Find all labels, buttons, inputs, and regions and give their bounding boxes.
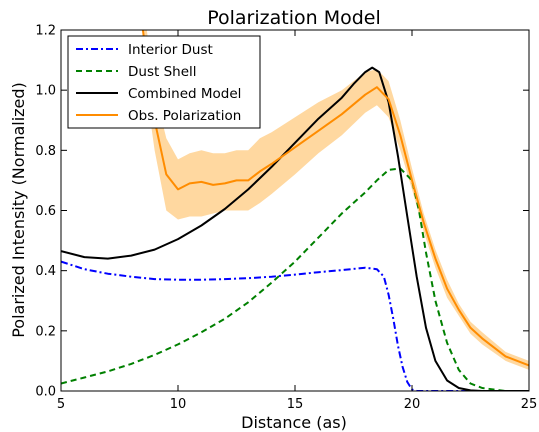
x-tick-label: 10 bbox=[170, 397, 187, 412]
legend-label: Dust Shell bbox=[128, 64, 197, 80]
legend-label: Obs. Polarization bbox=[128, 108, 241, 124]
y-tick-label: 0.0 bbox=[35, 385, 56, 400]
x-tick-label: 15 bbox=[287, 397, 304, 412]
y-tick-label: 1.2 bbox=[35, 24, 56, 39]
series-line-0 bbox=[61, 260, 529, 391]
y-tick-label: 0.8 bbox=[35, 144, 56, 159]
x-tick-label: 5 bbox=[57, 397, 65, 412]
plot-clip-group bbox=[61, 30, 529, 391]
series-line-2 bbox=[61, 66, 529, 391]
y-tick-label: 0.6 bbox=[35, 204, 56, 219]
y-tick-label: 1.0 bbox=[35, 84, 56, 99]
y-axis-label: Polarized Intensity (Normalized) bbox=[9, 82, 28, 338]
x-axis-label: Distance (as) bbox=[241, 413, 347, 432]
legend-box bbox=[67, 35, 261, 129]
series-line-1 bbox=[61, 167, 529, 391]
chart-title: Polarization Model bbox=[207, 7, 381, 29]
axis-ticks: 5 10 15 20 25 0.0 0.2 0.4 0.6 0.8 1.0 1.2 bbox=[35, 24, 537, 413]
y-tick-label: 0.2 bbox=[35, 324, 56, 339]
legend: Interior Dust Dust Shell Combined Model Obs… bbox=[67, 35, 261, 129]
legend-label: Combined Model bbox=[128, 86, 241, 102]
y-tick-label: 0.4 bbox=[35, 264, 56, 279]
x-tick-label: 25 bbox=[521, 397, 538, 412]
series-band-3 bbox=[142, 30, 529, 370]
legend-label: Interior Dust bbox=[128, 42, 213, 58]
x-tick-label: 20 bbox=[404, 397, 421, 412]
series-line-3 bbox=[141, 30, 529, 367]
